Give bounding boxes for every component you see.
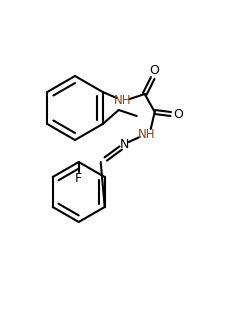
- Text: O: O: [173, 108, 183, 120]
- Text: NH: NH: [114, 94, 131, 106]
- Text: N: N: [120, 138, 129, 150]
- Text: F: F: [75, 173, 82, 186]
- Text: O: O: [149, 65, 159, 77]
- Text: NH: NH: [138, 128, 155, 140]
